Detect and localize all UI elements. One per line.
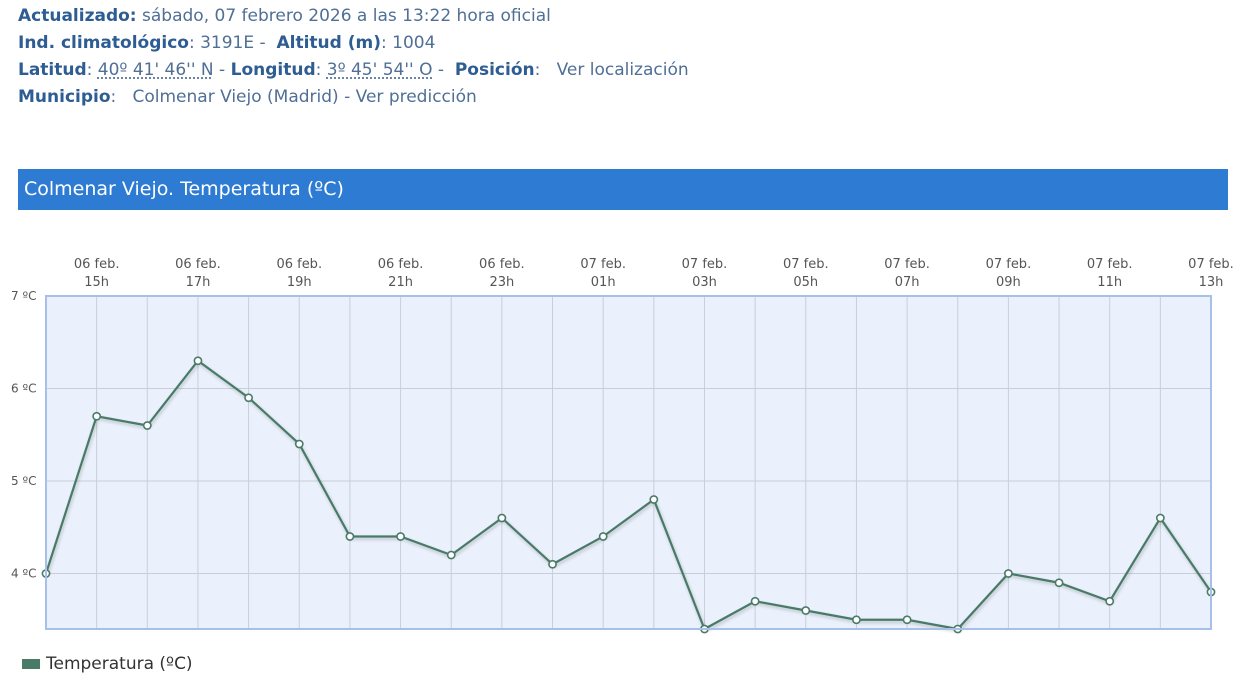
x-tick-label-hour: 03h (692, 275, 717, 290)
y-tick-label: 7 ºC (11, 289, 36, 303)
data-point[interactable] (801, 606, 811, 615)
legend[interactable]: Temperatura (ºC) (22, 654, 193, 674)
x-tick-label-hour: 01h (591, 275, 616, 290)
x-tick-label-hour: 09h (996, 275, 1021, 290)
x-axis-labels: 06 feb. 15h 06 feb. 17h 06 feb. 19h 06 feb. 21h… (74, 257, 1234, 290)
series-points (41, 356, 1216, 634)
view-location-link[interactable]: Ver localización (556, 60, 689, 80)
data-point[interactable] (244, 393, 254, 403)
y-tick-label: 6 ºC (11, 382, 36, 396)
data-point[interactable] (142, 421, 152, 430)
data-point[interactable] (598, 532, 608, 541)
climate-index-label: Ind. climatológico (18, 33, 189, 53)
chart-title: Colmenar Viejo. Temperatura (ºC) (18, 169, 1228, 210)
x-tick-label-date: 06 feb. (276, 257, 322, 272)
station-info: Actualizado: sábado, 07 febrero 2026 a l… (18, 3, 689, 111)
data-point[interactable] (396, 532, 405, 541)
altitude-label: Altitud (m) (276, 33, 381, 53)
temperature-chart: 06 feb. 15h 06 feb. 17h 06 feb. 19h 06 feb. 21h… (11, 257, 1234, 634)
x-tick-label-hour: 07h (895, 275, 920, 290)
data-point[interactable] (294, 439, 304, 449)
longitude-label: Longitud (230, 60, 316, 80)
data-point[interactable] (649, 495, 659, 504)
data-point[interactable] (1105, 596, 1115, 606)
climate-index-value: 3191E (200, 33, 255, 53)
x-tick-label-date: 07 feb. (1188, 257, 1234, 272)
y-tick-label: 5 ºC (11, 474, 36, 488)
updated-row: Actualizado: sábado, 07 febrero 2026 a l… (18, 3, 689, 30)
municipality-row: Municipio: Colmenar Viejo (Madrid) - Ver… (18, 87, 477, 107)
municipality-link[interactable]: Colmenar Viejo (Madrid) (132, 87, 339, 107)
updated-label: Actualizado: (18, 6, 137, 26)
data-point[interactable] (92, 411, 102, 421)
data-point[interactable] (345, 532, 355, 541)
x-tick-label-hour: 15h (84, 275, 109, 290)
altitude-value: 1004 (392, 33, 436, 53)
x-tick-label-date: 06 feb. (378, 257, 424, 272)
data-point[interactable] (1054, 578, 1064, 588)
x-tick-label-date: 07 feb. (580, 257, 626, 272)
x-tick-label-date: 07 feb. (682, 257, 728, 272)
data-point[interactable] (497, 513, 507, 523)
position-label: Posición (454, 60, 535, 80)
data-point[interactable] (548, 559, 557, 569)
latitude-value: 40º 41' 46'' N (97, 60, 214, 80)
x-tick-label-hour: 23h (489, 275, 514, 290)
x-tick-label-hour: 05h (793, 275, 818, 290)
legend-label: Temperatura (ºC) (46, 654, 193, 674)
data-point[interactable] (852, 615, 861, 625)
y-axis-labels: 4 ºC 5 ºC 6 ºC 7 ºC (11, 289, 36, 581)
view-prediction-link[interactable]: Ver predicción (355, 87, 477, 107)
x-tick-label-hour: 19h (287, 275, 312, 290)
series-line-temperature (44, 359, 1212, 631)
data-point[interactable] (750, 596, 760, 606)
x-tick-label-date: 07 feb. (986, 257, 1032, 272)
x-tick-label-hour: 17h (186, 275, 211, 290)
x-tick-label-hour: 13h (1199, 275, 1224, 290)
legend-swatch (22, 659, 40, 669)
plot-border (45, 295, 1212, 630)
y-tick-label: 4 ºC (11, 567, 36, 581)
municipality-label: Municipio (18, 87, 111, 107)
data-point[interactable] (1155, 513, 1165, 523)
x-tick-label-date: 07 feb. (783, 257, 829, 272)
x-tick-label-date: 07 feb. (884, 257, 930, 272)
x-tick-label-date: 06 feb. (74, 257, 120, 272)
x-tick-label-date: 06 feb. (175, 257, 221, 272)
coordinates-row: Latitud: 40º 41' 46'' N - Longitud: 3º 4… (18, 60, 689, 80)
x-tick-label-hour: 21h (388, 275, 413, 290)
data-point[interactable] (902, 615, 912, 625)
x-tick-label-date: 07 feb. (1087, 257, 1133, 272)
x-tick-label-hour: 11h (1097, 275, 1122, 290)
data-point[interactable] (1003, 569, 1013, 578)
x-tick-label-date: 06 feb. (479, 257, 525, 272)
data-point[interactable] (446, 550, 456, 560)
horizontal-gridlines (46, 388, 1211, 574)
updated-value: sábado, 07 febrero 2026 a las 13:22 hora… (142, 6, 551, 26)
data-point[interactable] (193, 356, 203, 366)
latitude-label: Latitud (18, 60, 87, 80)
climate-row: Ind. climatológico: 3191E - Altitud (m):… (18, 33, 436, 53)
longitude-value: 3º 45' 54'' O (326, 60, 433, 80)
